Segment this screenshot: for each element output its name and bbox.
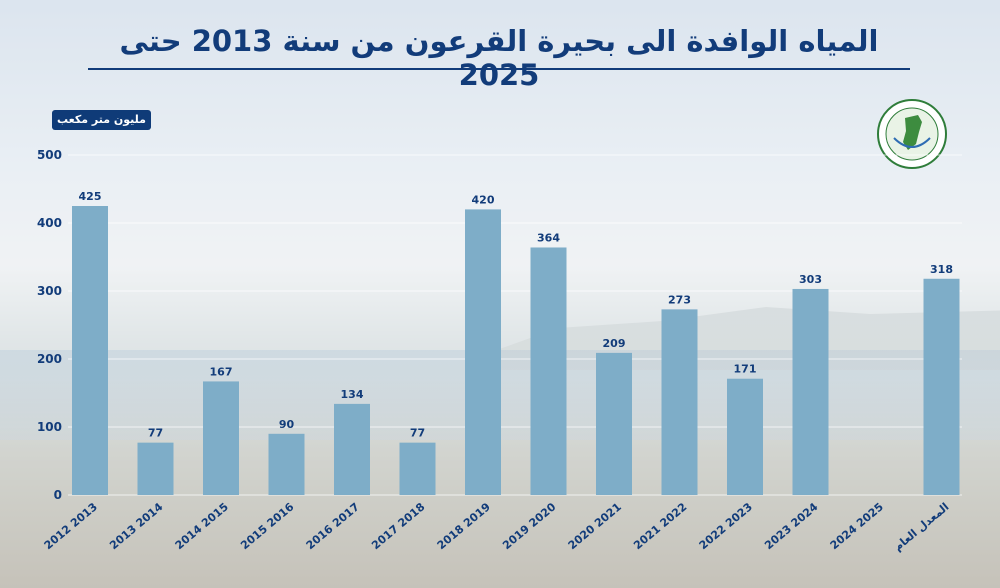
x-tick-label: 2012 2013 (42, 500, 100, 552)
data-label: 303 (799, 273, 822, 286)
y-tick-label: 100 (37, 420, 62, 434)
x-tick-label: 2013 2014 (107, 500, 165, 552)
bar (596, 352, 632, 495)
x-tick-label: 2024 2025 (828, 500, 886, 552)
data-label: 167 (210, 365, 233, 378)
bar (72, 206, 108, 495)
y-axis-unit-badge: مليون متر مكعب (52, 110, 151, 130)
y-tick-label: 300 (37, 284, 62, 298)
bar (137, 442, 174, 495)
data-label: 90 (279, 418, 295, 431)
bar (530, 247, 567, 495)
bar (727, 378, 763, 495)
chart-title: المياه الوافدة الى بحيرة القرعون من سنة … (119, 24, 879, 92)
x-tick-label: 2014 2015 (173, 500, 231, 552)
x-tick-label: المعدل العام (891, 500, 951, 553)
x-tick-label: 2021 2022 (631, 500, 689, 552)
bar (923, 278, 960, 495)
y-axis-ticks: 0 100 200 300 400 500 (37, 148, 62, 502)
y-tick-label: 0 (54, 488, 62, 502)
data-label: 77 (410, 427, 425, 440)
bar (334, 403, 370, 495)
data-label: 425 (79, 190, 102, 203)
bar (792, 288, 829, 495)
x-tick-label: 2017 2018 (369, 500, 427, 552)
bar (268, 433, 305, 495)
bar (465, 209, 501, 495)
x-axis-ticks: 2012 2013 2013 2014 2014 2015 2015 2016 2016… (42, 500, 952, 554)
national-litani-office-logo-icon (877, 99, 947, 169)
title-underline (88, 68, 910, 70)
bars (72, 206, 960, 495)
data-label: 209 (603, 337, 626, 350)
y-tick-label: 200 (37, 352, 62, 366)
data-label: 318 (930, 263, 953, 276)
x-tick-label: 2019 2020 (500, 500, 558, 552)
x-tick-label: 2016 2017 (304, 500, 362, 552)
x-tick-label: 2022 2023 (697, 500, 755, 552)
data-label: 364 (537, 231, 560, 244)
bar (203, 381, 239, 495)
data-label: 77 (148, 427, 163, 440)
x-tick-label: 2015 2016 (238, 500, 296, 552)
bar (399, 442, 436, 495)
bar (661, 309, 698, 495)
x-tick-label: 2018 2019 (435, 500, 493, 552)
data-label: 134 (341, 388, 364, 401)
x-tick-label: 2020 2021 (566, 500, 624, 552)
y-tick-label: 500 (37, 148, 62, 162)
data-label: 420 (472, 193, 495, 206)
data-label: 171 (734, 363, 757, 376)
x-tick-label: 2023 2024 (762, 500, 820, 552)
y-tick-label: 400 (37, 216, 62, 230)
data-label: 273 (668, 293, 691, 306)
data-labels: 425 77 167 90 134 77 420 364 209 273 171 303 318 (79, 190, 953, 440)
